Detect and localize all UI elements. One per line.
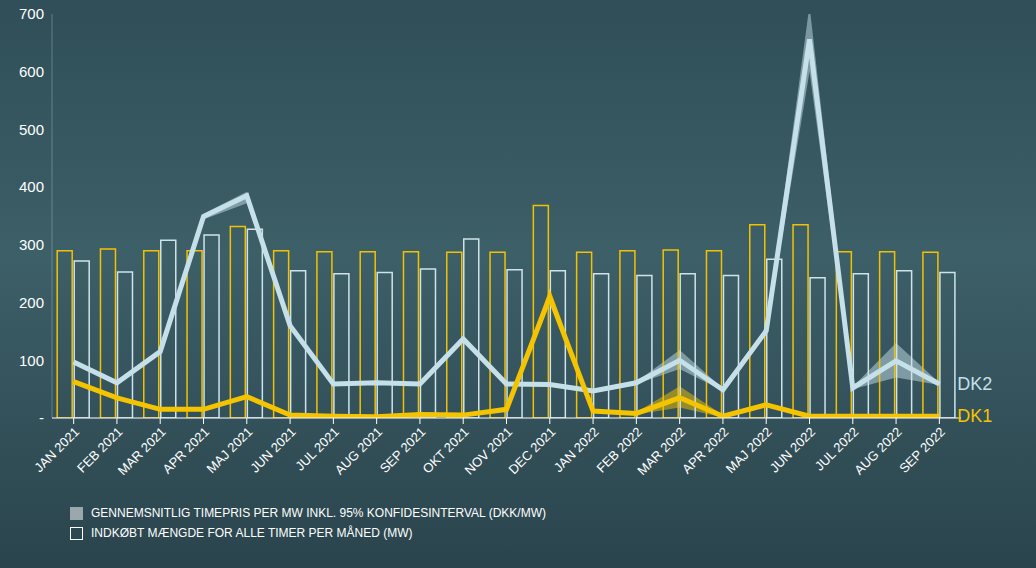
svg-text:MAJ 2021: MAJ 2021 bbox=[203, 424, 255, 476]
svg-text:AUG 2021: AUG 2021 bbox=[332, 424, 386, 478]
svg-text:JUN 2022: JUN 2022 bbox=[767, 424, 818, 475]
svg-text:OKT 2021: OKT 2021 bbox=[419, 424, 472, 477]
svg-text:600: 600 bbox=[19, 63, 44, 80]
svg-text:SEP 2021: SEP 2021 bbox=[376, 424, 429, 476]
svg-text:MAR 2022: MAR 2022 bbox=[634, 424, 688, 478]
svg-text:AUG 2022: AUG 2022 bbox=[851, 424, 905, 478]
svg-text:MAJ 2022: MAJ 2022 bbox=[723, 424, 775, 476]
svg-text:100: 100 bbox=[19, 352, 44, 369]
svg-text:NOV 2021: NOV 2021 bbox=[461, 424, 516, 478]
svg-text:200: 200 bbox=[19, 294, 44, 311]
svg-text:-: - bbox=[39, 409, 44, 426]
svg-text:500: 500 bbox=[19, 121, 44, 138]
svg-text:APR 2021: APR 2021 bbox=[160, 424, 213, 477]
svg-text:DK1: DK1 bbox=[957, 406, 992, 426]
html-text:INDKØBT MÆNGDE FOR ALLE TIMER: INDKØBT MÆNGDE FOR ALLE TIMER PER MÅNED … bbox=[91, 526, 413, 540]
svg-text:JUL 2021: JUL 2021 bbox=[292, 424, 342, 474]
svg-text:JUN 2021: JUN 2021 bbox=[247, 424, 298, 475]
svg-text:SEP 2022: SEP 2022 bbox=[896, 424, 948, 476]
svg-text:JAN 2022: JAN 2022 bbox=[551, 424, 602, 475]
svg-text:JAN 2021: JAN 2021 bbox=[31, 424, 82, 475]
svg-text:DEC 2021: DEC 2021 bbox=[505, 424, 558, 477]
svg-text:MAR 2021: MAR 2021 bbox=[115, 424, 169, 478]
svg-text:FEB 2022: FEB 2022 bbox=[593, 424, 645, 476]
svg-text:700: 700 bbox=[19, 5, 44, 22]
svg-text:DK2: DK2 bbox=[957, 374, 992, 394]
svg-text:300: 300 bbox=[19, 236, 44, 253]
svg-text:400: 400 bbox=[19, 178, 44, 195]
svg-text:JUL 2022: JUL 2022 bbox=[811, 424, 862, 474]
svg-text:FEB 2021: FEB 2021 bbox=[74, 424, 126, 476]
svg-text:APR 2022: APR 2022 bbox=[679, 424, 732, 477]
html-text:GENNEMSNITLIG TIMEPRIS PER MW: GENNEMSNITLIG TIMEPRIS PER MW INKL. 95% … bbox=[91, 506, 546, 520]
